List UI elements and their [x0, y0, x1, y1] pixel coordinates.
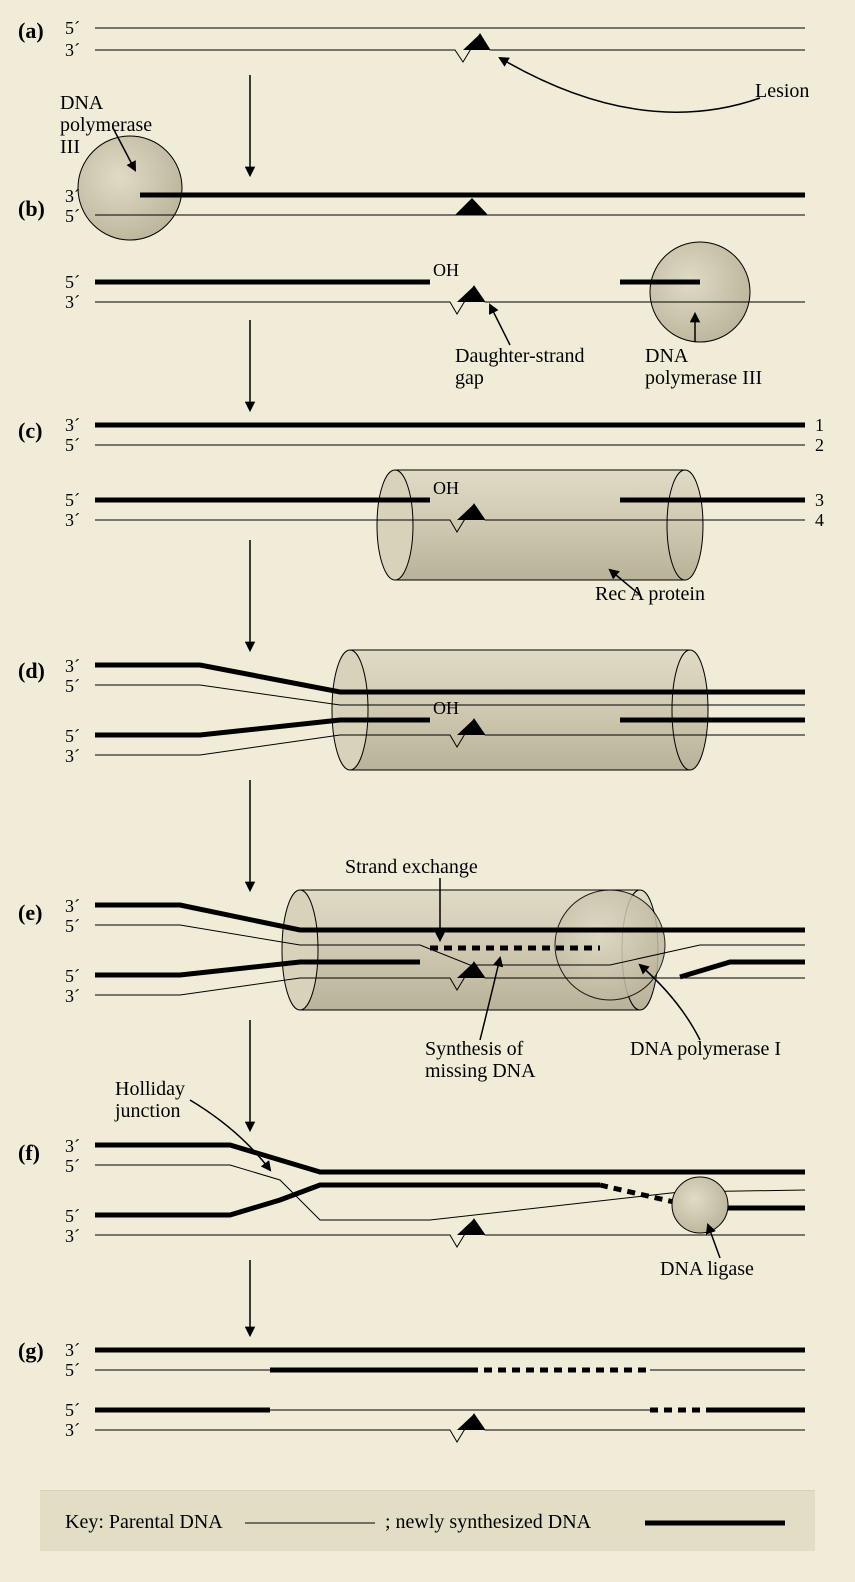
callout-dna-pol-iii-right: DNA polymerase III [645, 345, 762, 389]
key-box: Key: Parental DNA ; newly synthesized DN… [40, 1490, 815, 1551]
label-c-low-3: 3´ [65, 510, 80, 531]
label-g-top-3: 3´ [65, 1340, 80, 1361]
dna-ligase-arrow [708, 1225, 720, 1258]
label-b-top-5: 5´ [65, 206, 80, 227]
label-f-top-3: 3´ [65, 1136, 80, 1157]
panel-b-top-strands [95, 195, 805, 215]
label-d-top-5: 5´ [65, 676, 80, 697]
callout-rec-a: Rec A protein [595, 583, 705, 606]
label-c-top-3: 3´ [65, 415, 80, 436]
label-e-top-3: 3´ [65, 896, 80, 917]
label-b-top-3: 3´ [65, 186, 80, 207]
panel-c-top-strands [95, 425, 805, 445]
label-g-low-3: 3´ [65, 1420, 80, 1441]
label-c-r1: 1 [815, 415, 824, 436]
label-e-top-5: 5´ [65, 916, 80, 937]
callout-dna-pol-iii-left: DNA polymerase III [60, 92, 152, 158]
callout-lesion: Lesion [755, 80, 809, 103]
callout-dna-ligase: DNA ligase [660, 1258, 754, 1281]
rec-a-cylinder-c [377, 470, 703, 580]
label-g-low-5: 5´ [65, 1400, 80, 1421]
label-g-top-5: 5´ [65, 1360, 80, 1381]
label-oh-b: OH [433, 260, 459, 281]
diagram-svg [0, 0, 855, 1582]
label-a-5prime: 5´ [65, 18, 80, 39]
label-a-3prime: 3´ [65, 40, 80, 61]
label-f-top-5: 5´ [65, 1156, 80, 1177]
callout-daughter-gap: Daughter-strand gap [455, 345, 585, 389]
label-f-low-5: 5´ [65, 1206, 80, 1227]
label-oh-d: OH [433, 698, 459, 719]
panel-g-top-strands [95, 1350, 805, 1370]
daughter-gap-arrow [490, 305, 510, 345]
label-oh-c: OH [433, 478, 459, 499]
dna-pol-iii-right-icon [650, 242, 750, 342]
panel-a-strands [95, 28, 805, 62]
callout-strand-exchange: Strand exchange [345, 856, 478, 879]
holliday-arrow [190, 1100, 270, 1170]
dna-ligase-icon [672, 1177, 728, 1233]
lesion-arrow [500, 58, 760, 112]
panel-g-bottom-strands [95, 1410, 805, 1442]
label-c-top-5: 5´ [65, 435, 80, 456]
label-b-low-3: 3´ [65, 292, 80, 313]
label-c-r4: 4 [815, 510, 824, 531]
callout-synthesis-missing: Synthesis of missing DNA [425, 1038, 536, 1082]
callout-holliday: Holliday junction [115, 1078, 185, 1122]
label-b-low-5: 5´ [65, 272, 80, 293]
key-new-label: ; newly synthesized DNA [385, 1511, 591, 1534]
label-f-low-3: 3´ [65, 1226, 80, 1247]
rec-a-cylinder-d [332, 650, 708, 770]
label-c-low-5: 5´ [65, 490, 80, 511]
label-d-top-3: 3´ [65, 656, 80, 677]
label-d-low-3: 3´ [65, 746, 80, 767]
label-e-low-3: 3´ [65, 986, 80, 1007]
label-e-low-5: 5´ [65, 966, 80, 987]
callout-dna-pol-i: DNA polymerase I [630, 1038, 781, 1061]
dna-pol-i-icon [555, 890, 665, 1000]
label-d-low-5: 5´ [65, 726, 80, 747]
diagram-page: (a) (b) (c) (d) (e) (f) (g) [0, 0, 855, 1582]
label-c-r3: 3 [815, 490, 824, 511]
label-c-r2: 2 [815, 435, 824, 456]
key-parental-label: Key: Parental DNA [65, 1511, 223, 1534]
